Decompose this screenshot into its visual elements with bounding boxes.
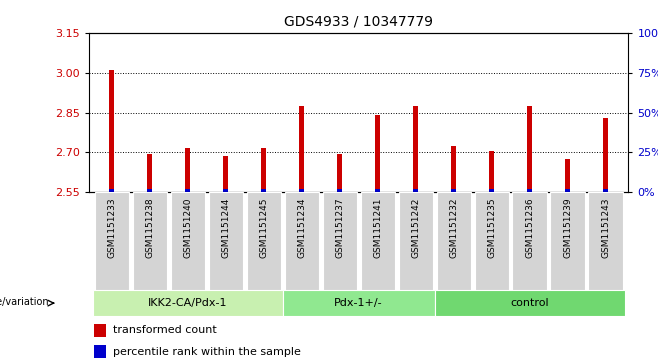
- Text: GSM1151245: GSM1151245: [259, 197, 268, 258]
- Bar: [413, 106, 418, 192]
- Bar: [490, 151, 494, 192]
- Bar: [95, 192, 129, 290]
- Text: GSM1151232: GSM1151232: [449, 197, 458, 258]
- Text: IKK2-CA/Pdx-1: IKK2-CA/Pdx-1: [148, 298, 228, 308]
- Bar: [209, 192, 243, 290]
- Text: GSM1151244: GSM1151244: [221, 197, 230, 258]
- Bar: [147, 189, 152, 192]
- Bar: [588, 192, 622, 290]
- Bar: [186, 189, 190, 192]
- Bar: [109, 189, 114, 192]
- Bar: [109, 70, 114, 192]
- Bar: [527, 189, 532, 192]
- Bar: [551, 192, 585, 290]
- Bar: [451, 189, 456, 192]
- Text: GSM1151243: GSM1151243: [601, 197, 610, 258]
- Bar: [474, 192, 509, 290]
- Bar: [399, 192, 433, 290]
- Bar: [513, 192, 547, 290]
- Bar: [375, 115, 380, 192]
- Text: genotype/variation: genotype/variation: [0, 297, 49, 307]
- Bar: [223, 189, 228, 192]
- Bar: [261, 148, 266, 192]
- Text: GSM1151239: GSM1151239: [563, 197, 572, 258]
- Text: GSM1151236: GSM1151236: [525, 197, 534, 258]
- Bar: [170, 192, 205, 290]
- Bar: [436, 192, 470, 290]
- Bar: [490, 189, 494, 192]
- Text: GSM1151240: GSM1151240: [183, 197, 192, 258]
- Bar: [603, 118, 608, 192]
- Bar: [527, 106, 532, 192]
- Bar: [338, 189, 342, 192]
- Bar: [261, 189, 266, 192]
- Bar: [299, 106, 304, 192]
- Text: GSM1151234: GSM1151234: [297, 197, 306, 258]
- Bar: [361, 192, 395, 290]
- Text: transformed count: transformed count: [113, 326, 217, 335]
- Bar: [94, 345, 106, 358]
- Text: GSM1151241: GSM1151241: [373, 197, 382, 258]
- Bar: [283, 290, 434, 316]
- Bar: [322, 192, 357, 290]
- Title: GDS4933 / 10347779: GDS4933 / 10347779: [284, 15, 433, 29]
- Bar: [94, 324, 106, 337]
- Text: GSM1151235: GSM1151235: [487, 197, 496, 258]
- Bar: [451, 146, 456, 192]
- Text: GSM1151237: GSM1151237: [335, 197, 344, 258]
- Text: GSM1151233: GSM1151233: [107, 197, 116, 258]
- Text: Pdx-1+/-: Pdx-1+/-: [334, 298, 383, 308]
- Bar: [284, 192, 318, 290]
- Bar: [338, 154, 342, 192]
- Bar: [186, 148, 190, 192]
- Bar: [93, 290, 283, 316]
- Text: control: control: [511, 298, 549, 308]
- Bar: [434, 290, 624, 316]
- Bar: [413, 189, 418, 192]
- Bar: [565, 189, 570, 192]
- Text: GSM1151242: GSM1151242: [411, 197, 420, 258]
- Bar: [299, 189, 304, 192]
- Bar: [247, 192, 281, 290]
- Bar: [132, 192, 166, 290]
- Text: GSM1151238: GSM1151238: [145, 197, 154, 258]
- Bar: [375, 189, 380, 192]
- Bar: [147, 154, 152, 192]
- Text: percentile rank within the sample: percentile rank within the sample: [113, 347, 301, 357]
- Bar: [603, 189, 608, 192]
- Bar: [223, 156, 228, 192]
- Bar: [565, 159, 570, 192]
